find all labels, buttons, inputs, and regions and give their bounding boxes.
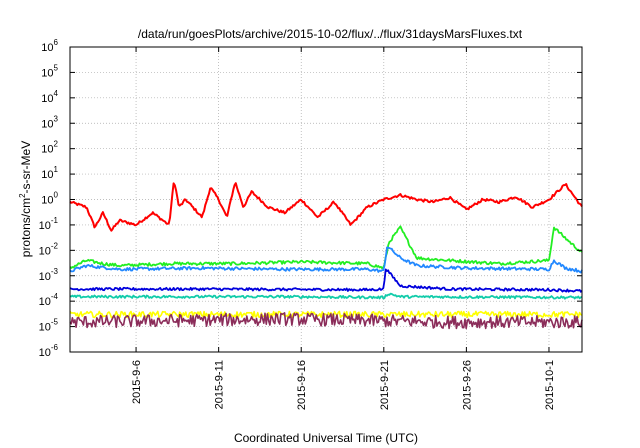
x-tick-label: 2015-9-16 (296, 360, 308, 410)
y-tick-exp: 1 (54, 165, 59, 174)
series-line-1 (69, 225, 583, 270)
x-tick-label: 2015-9-26 (461, 360, 473, 410)
y-tick-base: 10 (39, 296, 51, 308)
chart-title: /data/run/goesPlots/archive/2015-10-02/f… (138, 27, 523, 41)
y-tick-base: 10 (41, 118, 53, 130)
y-tick-label: 103 (41, 114, 58, 130)
y-tick-base: 10 (41, 195, 53, 207)
data-series (69, 182, 583, 330)
y-axis-label-sup: 2 (18, 193, 27, 198)
y-tick-exp: 6 (54, 38, 59, 47)
y-tick-exp: 4 (54, 89, 59, 98)
series-line-3 (69, 268, 583, 293)
y-tick-label: 10-6 (39, 343, 59, 359)
y-tick-label: 10-5 (39, 318, 59, 334)
y-tick-exp: -4 (51, 292, 59, 301)
series-line-0 (69, 182, 583, 232)
y-tick-base: 10 (41, 169, 53, 181)
y-tick-base: 10 (41, 67, 53, 79)
y-tick-exp: -6 (51, 343, 59, 352)
y-tick-exp: -5 (51, 318, 59, 327)
y-tick-label: 106 (41, 38, 58, 54)
y-axis-label: protons/cm2-s-sr-MeV (18, 141, 33, 257)
y-tick-exp: -1 (51, 216, 59, 225)
y-tick-exp: 3 (54, 114, 59, 123)
y-tick-label: 100 (41, 191, 58, 207)
y-tick-base: 10 (39, 220, 51, 232)
y-tick-base: 10 (39, 245, 51, 257)
y-axis-label-suffix: -s-sr-MeV (19, 141, 33, 194)
y-tick-exp: 0 (54, 191, 59, 200)
x-tick-label: 2015-9-6 (131, 360, 143, 404)
y-tick-label: 101 (41, 165, 58, 181)
y-axis: 10-610-510-410-310-210-11001011021031041… (39, 38, 582, 359)
y-tick-label: 10-1 (39, 216, 59, 232)
y-axis-label-prefix: protons/cm (19, 198, 33, 257)
y-tick-base: 10 (39, 347, 51, 359)
x-axis: 2015-9-6 2015-9-11 2015-9-16 2015-9-21 2015-… (131, 47, 556, 410)
y-tick-exp: 5 (54, 63, 59, 72)
y-tick-base: 10 (39, 271, 51, 283)
y-tick-base: 10 (41, 93, 53, 105)
y-tick-label: 105 (41, 63, 58, 79)
y-tick-label: 10-2 (39, 241, 59, 257)
y-tick-exp: -2 (51, 241, 59, 250)
y-tick-exp: 2 (54, 140, 59, 149)
grid (70, 47, 582, 352)
series-line-2 (69, 246, 583, 274)
y-tick-exp: -3 (51, 267, 59, 276)
y-tick-base: 10 (39, 322, 51, 334)
y-tick-label: 104 (41, 89, 58, 105)
x-tick-label: 2015-9-21 (379, 360, 391, 410)
series-line-6 (69, 312, 583, 330)
y-tick-base: 10 (41, 144, 53, 156)
x-axis-label: Coordinated Universal Time (UTC) (234, 431, 418, 445)
x-tick-label: 2015-10-1 (544, 360, 556, 410)
x-tick-label: 2015-9-11 (214, 360, 226, 409)
y-tick-label: 10-3 (39, 267, 59, 283)
series-line-4 (69, 292, 583, 300)
y-tick-label: 10-4 (39, 292, 59, 308)
series-line-5 (69, 310, 583, 319)
y-tick-base: 10 (41, 42, 53, 54)
y-tick-label: 102 (41, 140, 58, 156)
